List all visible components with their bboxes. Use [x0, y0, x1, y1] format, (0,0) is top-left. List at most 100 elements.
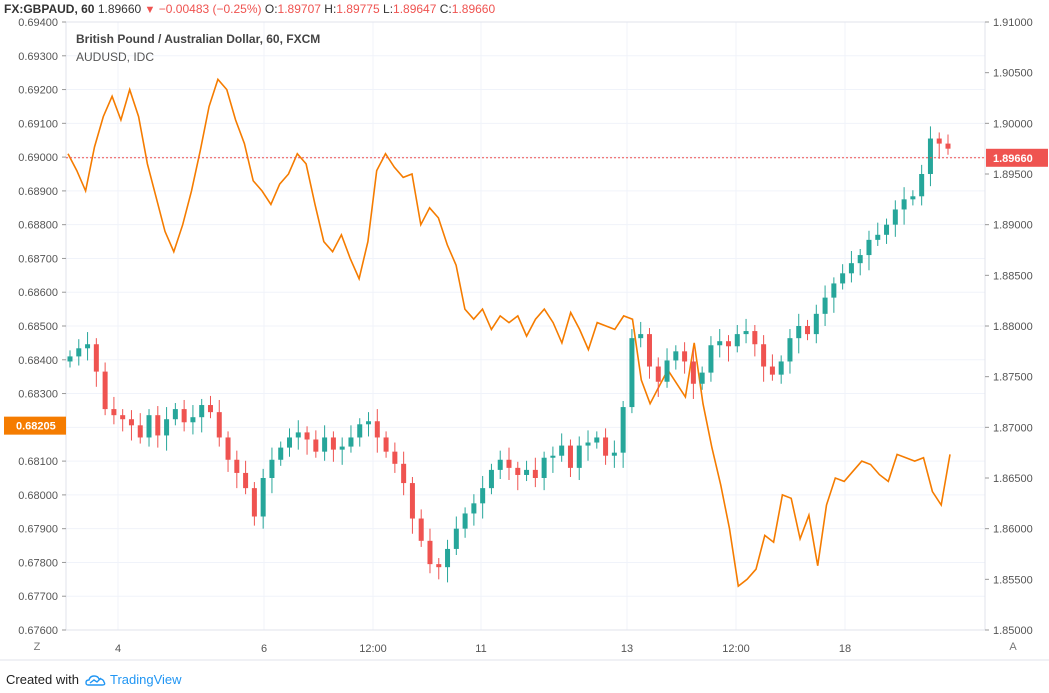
candle [611, 440, 617, 468]
candle [927, 126, 933, 187]
candle-body [128, 419, 134, 426]
candle-body [480, 488, 486, 504]
open-label: O: [264, 2, 278, 16]
right-axis-auto-button[interactable]: A [1009, 641, 1017, 653]
candle-body [181, 409, 187, 423]
candle-body [611, 452, 617, 456]
candle [515, 461, 521, 491]
candle [506, 447, 512, 481]
candle [945, 134, 951, 155]
candle-body [111, 409, 117, 416]
x-tick-label: 4 [115, 643, 121, 655]
candle [884, 218, 890, 244]
candle-body [409, 483, 415, 519]
axis-labels: 0.69400 0.69300 0.69200 0.69100 0.69000 0.689… [4, 17, 1048, 655]
candle-body [190, 417, 196, 423]
symbol-header: FX:GBPAUD, 60 1.89660 ▼ −0.00483 (−0.25%… [4, 2, 495, 16]
candle [383, 431, 389, 458]
candle [638, 321, 644, 348]
chart-grid [66, 21, 985, 631]
candle-body [243, 472, 249, 489]
left-tick-label: 0.68100 [18, 456, 58, 468]
candle [164, 407, 170, 451]
candle [216, 399, 222, 447]
candle [866, 230, 872, 271]
left-tick-label: 0.69200 [18, 85, 58, 97]
candle-body [752, 331, 758, 345]
symbol-name[interactable]: FX:GBPAUD, 60 [4, 2, 95, 16]
candle-body [418, 518, 424, 541]
candle-body [910, 196, 916, 200]
candle [234, 450, 240, 489]
candle-body [357, 424, 363, 438]
candle [120, 409, 126, 432]
candle [243, 460, 249, 495]
candle [488, 463, 494, 495]
candle [225, 431, 231, 472]
candle [848, 251, 854, 283]
candle-body [638, 334, 644, 339]
open-value: 1.89707 [277, 2, 321, 16]
candle-body [269, 459, 275, 478]
left-tick-label: 0.69400 [18, 17, 58, 29]
candle-body [866, 239, 872, 256]
candle-body [761, 344, 767, 367]
candle-body [313, 439, 319, 452]
candle [550, 446, 556, 473]
candle [541, 451, 547, 491]
candle-body [471, 503, 477, 514]
right-tick-label: 1.85500 [993, 574, 1033, 586]
x-tick-label: 11 [475, 643, 486, 655]
candle [67, 350, 73, 368]
candle-body [155, 415, 161, 436]
candle [497, 450, 503, 480]
candle [146, 409, 152, 447]
left-tick-label: 0.68500 [18, 321, 58, 333]
close-value: 1.89660 [451, 2, 496, 16]
candle [366, 412, 372, 437]
brand-name: TradingView [109, 672, 182, 687]
candle [181, 399, 187, 432]
candle-body [726, 341, 731, 347]
main-series-legend[interactable]: British Pound / Australian Dollar, 60, F… [76, 32, 321, 46]
footer: Created with TradingView [6, 672, 182, 687]
candle [207, 395, 213, 419]
candle [892, 200, 898, 237]
candle-body [120, 415, 126, 420]
last-price: 1.89660 [97, 2, 142, 16]
candle [910, 190, 916, 206]
candle [304, 426, 310, 455]
candle [392, 442, 398, 473]
candle-body [550, 455, 556, 458]
candle [172, 403, 178, 426]
candle-body [172, 409, 178, 420]
candle [761, 335, 767, 382]
right-tick-label: 1.85000 [993, 625, 1033, 637]
left-tick-label: 0.68300 [18, 389, 58, 401]
candle-body [884, 224, 890, 235]
candle-body [734, 334, 740, 347]
candle-body [462, 513, 468, 529]
candle [269, 447, 275, 494]
secondary-series-legend[interactable]: AUDUSD, IDC [76, 50, 155, 64]
left-price-badge [4, 416, 66, 435]
candle-body [594, 437, 600, 443]
left-axis-auto-button[interactable]: Z [33, 641, 41, 653]
left-tick-label: 0.67700 [18, 591, 58, 603]
right-tick-label: 1.89000 [993, 220, 1033, 232]
candle [155, 406, 161, 448]
candle [708, 336, 714, 382]
high-value: 1.89775 [336, 2, 380, 16]
candle-body [576, 445, 582, 468]
candle [778, 355, 784, 384]
candle-body [295, 432, 301, 438]
tradingview-logo[interactable]: TradingView [85, 672, 182, 687]
candle-body [559, 445, 565, 456]
candle-body [216, 412, 222, 438]
right-tick-label: 1.89500 [993, 169, 1033, 181]
candle [805, 319, 811, 341]
candle-body [813, 313, 819, 335]
candle [559, 433, 565, 462]
candle [813, 304, 819, 344]
